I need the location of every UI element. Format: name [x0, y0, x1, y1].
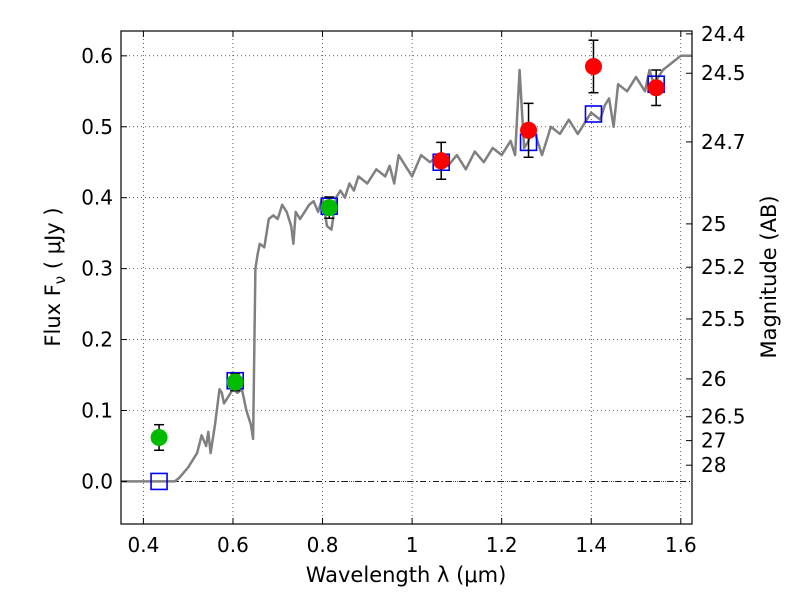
observed-point [432, 152, 450, 170]
observed-point [584, 57, 602, 75]
model-point-square [584, 105, 603, 123]
y2-tick-label: 25.2 [701, 255, 746, 279]
x-axis-title: Wavelength λ (μm) [306, 563, 507, 587]
y-tick-label: 0.2 [81, 328, 113, 352]
model-point-square [150, 472, 168, 491]
plot-area [121, 39, 692, 491]
y-axis-title: Flux Fν ( μJy ) [41, 207, 69, 346]
y2-tick-label: 25 [701, 212, 726, 236]
y-axis-title-subscript: ν [51, 276, 69, 284]
plot-frame [120, 30, 693, 525]
markers [150, 39, 665, 491]
model-spectrum-line [121, 54, 692, 483]
y2-tick-label: 26 [701, 367, 726, 391]
y2-tick-label: 25.5 [701, 307, 746, 331]
observed-point [647, 79, 665, 97]
y2-tick-label: 24.7 [701, 130, 746, 154]
y2-tick-label: 27 [701, 429, 726, 453]
x-tick-label: 1 [406, 533, 419, 557]
y-tick-label: 0.5 [81, 115, 113, 139]
x-tick-label: 1.4 [575, 533, 607, 557]
x-tick-label: 1.2 [486, 533, 518, 557]
y-tick-label: 0.6 [81, 44, 113, 68]
x-tick-label: 0.6 [217, 533, 249, 557]
x-tick-label: 0.8 [307, 533, 339, 557]
y2-tick-label: 24.5 [701, 61, 746, 85]
y-axis-title-main: Flux F [41, 284, 65, 346]
y-tick-label: 0.4 [81, 186, 113, 210]
y-tick-label: 0.1 [81, 399, 113, 423]
observed-point [520, 121, 538, 139]
observed-point [226, 373, 244, 391]
x-tick-label: 0.4 [127, 533, 159, 557]
y-ticks: 0.0 0.1 0.2 0.3 0.4 0.5 0.6 [81, 44, 127, 493]
y-axis-title-unit: ( μJy ) [41, 207, 65, 275]
observed-point [150, 428, 168, 446]
y-tick-label: 0.3 [81, 257, 113, 281]
y2-tick-label: 24.4 [701, 22, 746, 46]
y2-tick-label: 28 [701, 453, 726, 477]
x-ticks: 0.4 0.6 0.8 1 1.2 1.4 1.6 [127, 31, 697, 557]
y2-axis-title: Magnitude (AB) [757, 195, 781, 358]
observed-point [320, 199, 338, 217]
y2-tick-label: 26.5 [701, 405, 746, 429]
x-tick-label: 1.6 [665, 533, 697, 557]
y-tick-label: 0.0 [81, 469, 113, 493]
